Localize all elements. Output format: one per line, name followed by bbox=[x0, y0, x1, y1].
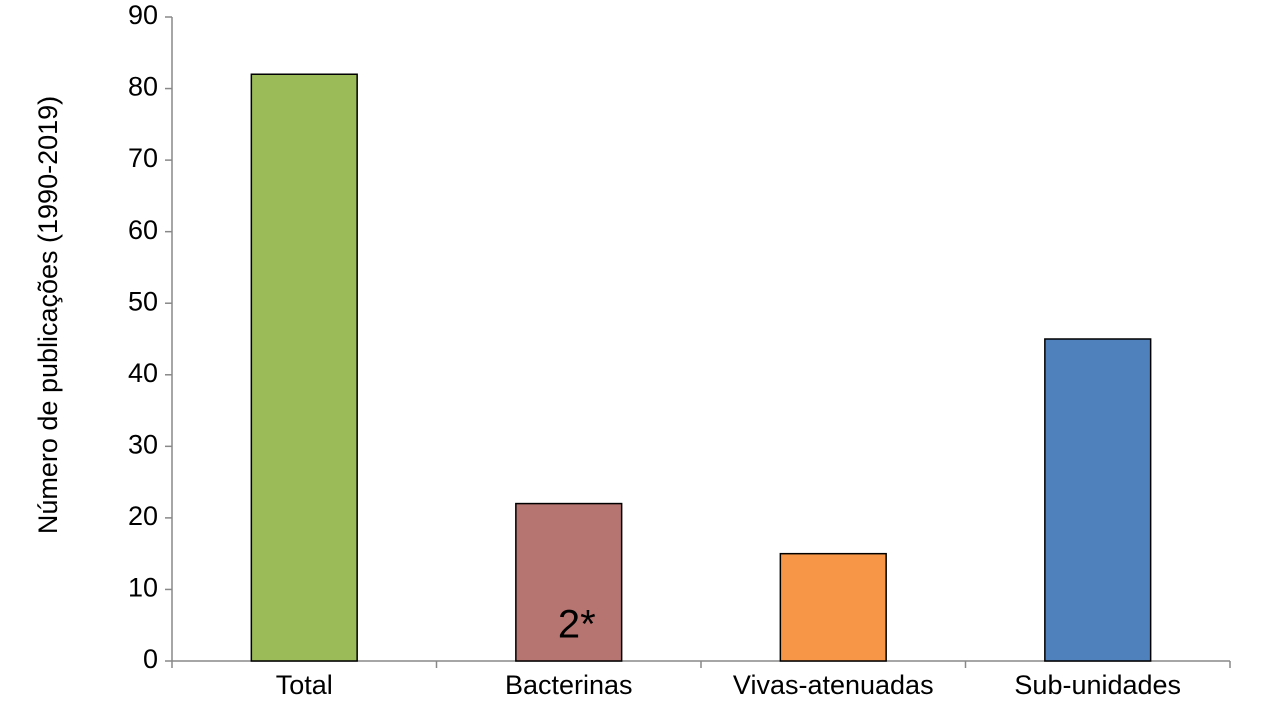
y-tick-label: 50 bbox=[128, 286, 158, 316]
bar bbox=[779, 552, 887, 662]
y-tick-label: 30 bbox=[128, 429, 158, 459]
bar bbox=[250, 73, 358, 662]
y-tick-label: 70 bbox=[128, 143, 158, 173]
y-tick-label: 20 bbox=[128, 501, 158, 531]
bar bbox=[515, 502, 623, 662]
x-tick-label: Sub-unidades bbox=[1014, 670, 1181, 700]
annotation: 2* bbox=[558, 603, 596, 647]
x-tick-label: Total bbox=[276, 670, 333, 700]
x-tick-label: Vivas-atenuadas bbox=[733, 670, 934, 700]
y-tick-label: 60 bbox=[128, 215, 158, 245]
x-tick-label: Bacterinas bbox=[505, 670, 633, 700]
y-axis-label: Número de publicações (1990-2019) bbox=[33, 96, 63, 534]
y-tick-label: 90 bbox=[128, 0, 158, 30]
y-tick-label: 40 bbox=[128, 358, 158, 388]
y-tick-label: 0 bbox=[143, 644, 158, 674]
y-tick-label: 80 bbox=[128, 72, 158, 102]
y-tick-label: 10 bbox=[128, 573, 158, 603]
bar bbox=[1044, 338, 1152, 662]
